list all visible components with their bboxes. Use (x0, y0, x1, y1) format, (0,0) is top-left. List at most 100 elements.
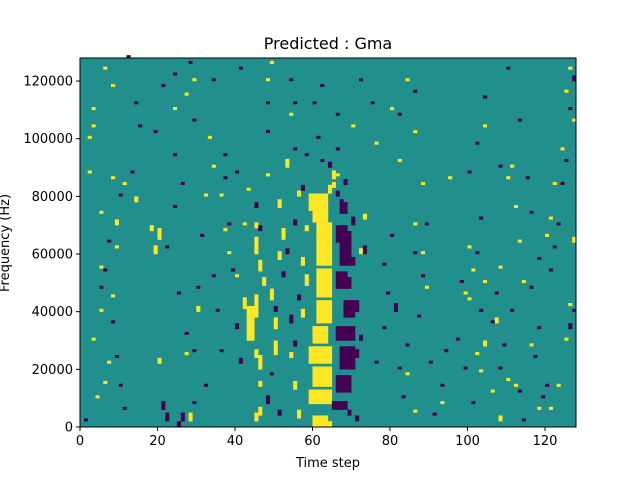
heatmap-cell-high (568, 303, 573, 307)
heatmap-cell-low (238, 66, 243, 70)
heatmap-cell-low (343, 202, 348, 214)
heatmap-cell-high (227, 251, 232, 255)
heatmap-cell-high (397, 158, 402, 162)
heatmap-cell-high (308, 346, 313, 364)
heatmap-cell-high (254, 222, 259, 229)
heatmap-cell-low (293, 147, 298, 151)
heatmap-cell-low (413, 251, 418, 255)
heatmap-cell-low (339, 401, 344, 410)
heatmap-cell-low (176, 421, 181, 428)
heatmap-cell-low (339, 346, 344, 370)
heatmap-cell-high (103, 380, 108, 384)
heatmap-cell-high (207, 135, 212, 139)
heatmap-cell-high (312, 415, 317, 428)
heatmap-cell-low (231, 268, 236, 272)
heatmap-cell-high (421, 251, 426, 255)
heatmap-cell-low (335, 225, 340, 243)
y-tick-label: 120000 (23, 75, 73, 90)
heatmap-cell-low (351, 346, 356, 370)
heatmap-cell-high (483, 279, 488, 284)
y-tick-label: 20000 (32, 363, 73, 378)
heatmap-cell-high (184, 352, 189, 356)
heatmap-cell-high (316, 415, 321, 428)
heatmap-cell-low (359, 78, 364, 82)
heatmap-cell-high (297, 190, 302, 197)
heatmap-cell-low (180, 412, 185, 422)
heatmap-cell-low (537, 256, 542, 260)
heatmap-cell-high (99, 265, 104, 269)
heatmap-cell-low (304, 153, 309, 157)
heatmap-cell-high (304, 274, 309, 286)
heatmap-cell-high (157, 357, 162, 364)
heatmap-cell-high (277, 199, 282, 209)
heatmap-cell-high (87, 135, 92, 139)
heatmap-cell-low (83, 418, 88, 422)
heatmap-cell-high (258, 406, 263, 416)
heatmap-cell-low (347, 409, 352, 416)
heatmap-cell-low (347, 346, 352, 370)
heatmap-cell-low (564, 158, 569, 162)
heatmap-cell-high (91, 107, 96, 111)
heatmap-cell-low (118, 193, 123, 197)
heatmap-cell-low (339, 271, 344, 289)
heatmap-cell-high (103, 66, 108, 70)
heatmap-cell-low (355, 349, 360, 359)
heatmap-cell-high (448, 176, 453, 180)
heatmap-cell-high (297, 409, 302, 419)
heatmap-cell-high (331, 181, 336, 188)
heatmap-cell-high (405, 372, 410, 376)
heatmap-cell-low (343, 271, 348, 289)
y-axis-label: Frequency (Hz) (0, 194, 13, 292)
heatmap-cell-low (293, 219, 298, 226)
heatmap-cell-low (347, 242, 352, 266)
heatmap-cell-low (161, 401, 166, 410)
heatmap-cell-low (347, 300, 352, 318)
heatmap-cell-high (514, 205, 519, 209)
heatmap-cell-high (320, 415, 325, 428)
heatmap-cell-low (122, 406, 127, 410)
heatmap-cell-low (328, 161, 333, 168)
heatmap-cell-low (192, 401, 197, 405)
heatmap-cell-low (548, 268, 553, 272)
heatmap-cell-high (316, 346, 321, 364)
heatmap-cell-low (351, 300, 356, 318)
heatmap-cell-low (107, 239, 112, 243)
heatmap-cell-low (397, 112, 402, 116)
heatmap-cell-low (200, 233, 205, 237)
heatmap-cell-high (320, 236, 325, 266)
heatmap-cell-low (258, 225, 263, 232)
heatmap-cell-high (107, 360, 112, 364)
heatmap-cell-high (99, 308, 104, 312)
heatmap-cell-low (347, 277, 352, 289)
heatmap-cell-low (227, 222, 232, 226)
heatmap-cell-low (335, 147, 340, 151)
heatmap-cell-high (293, 380, 298, 390)
heatmap-cell-high (87, 170, 92, 174)
heatmap-cell-high (351, 124, 356, 128)
heatmap-cell-high (219, 193, 224, 197)
heatmap-cell-low (320, 83, 325, 88)
heatmap-cell-low (339, 199, 344, 214)
heatmap-cell-high (413, 130, 418, 134)
heatmap-cell-low (390, 233, 395, 237)
x-tick-label: 20 (149, 434, 166, 449)
plot-area (79, 55, 577, 428)
heatmap-cell-high (246, 187, 251, 191)
heatmap-cell-low (494, 291, 499, 295)
heatmap-cell-high (273, 317, 278, 330)
heatmap-cell-high (235, 274, 240, 278)
heatmap-cell-low (347, 375, 352, 393)
heatmap-cell-low (572, 75, 577, 82)
heatmap-cell-high (242, 297, 247, 309)
heatmap-cell-high (254, 412, 259, 422)
heatmap-cell-high (312, 210, 317, 223)
heatmap-cell-low (440, 383, 445, 387)
heatmap-cell-high (223, 228, 228, 232)
heatmap-cell-high (331, 170, 336, 180)
heatmap-cell-low (223, 176, 228, 180)
heatmap-cell-low (335, 112, 340, 116)
heatmap-cell-low (370, 101, 375, 105)
heatmap-cell-low (483, 95, 488, 99)
heatmap-cell-high (324, 326, 329, 344)
x-tick-label: 0 (76, 434, 84, 449)
